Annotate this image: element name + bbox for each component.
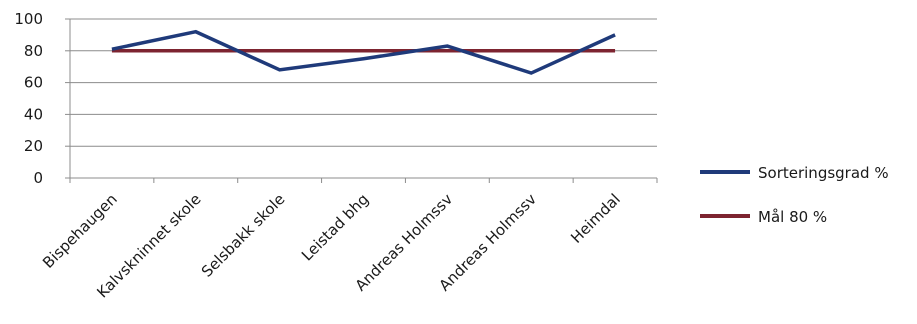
axes xyxy=(65,18,658,183)
legend: Sorteringsgrad % Mål 80 % xyxy=(700,164,889,226)
y-tick-labels: 0 20 40 60 80 100 xyxy=(14,10,43,187)
x-tick-label: Heimdal xyxy=(567,190,624,247)
legend-label: Sorteringsgrad % xyxy=(758,164,889,182)
y-tick-label: 0 xyxy=(33,169,43,187)
y-tick-label: 20 xyxy=(24,137,43,155)
x-tick-label: Leistad bhg xyxy=(298,190,372,264)
y-tick-label: 80 xyxy=(24,42,43,60)
y-tick-label: 40 xyxy=(24,105,43,123)
legend-label: Mål 80 % xyxy=(758,208,827,226)
x-tick-label: Selsbakk skole xyxy=(198,190,289,281)
x-tick-label: Bispehaugen xyxy=(39,190,121,272)
y-tick-label: 60 xyxy=(24,74,43,92)
series-line xyxy=(111,29,616,75)
y-tick-label: 100 xyxy=(14,10,43,28)
series-lines xyxy=(111,29,616,75)
